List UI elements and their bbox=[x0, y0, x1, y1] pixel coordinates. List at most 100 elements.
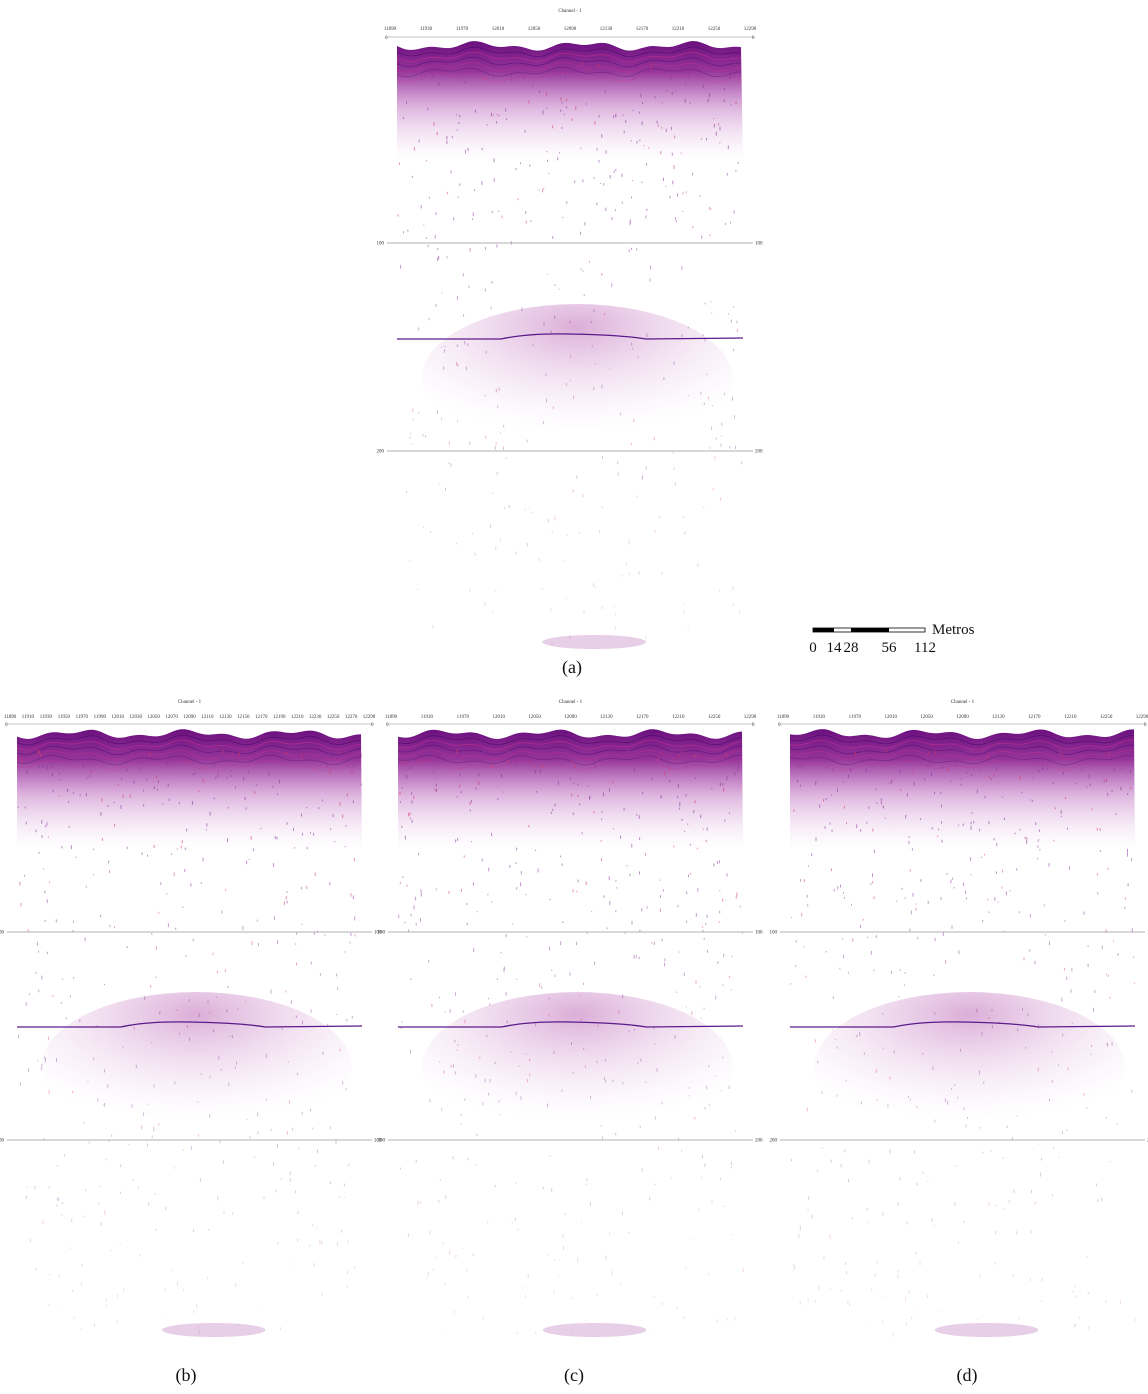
noise-speck bbox=[35, 1267, 37, 1271]
noise-speck bbox=[1041, 1300, 1042, 1303]
noise-speck bbox=[632, 347, 634, 350]
noise-speck bbox=[511, 1222, 513, 1224]
noise-speck bbox=[176, 1281, 178, 1286]
trace-tick-label: 12090 bbox=[564, 715, 577, 720]
noise-speck bbox=[491, 832, 493, 837]
noise-speck bbox=[153, 845, 155, 848]
noise-speck bbox=[689, 843, 691, 846]
noise-speck bbox=[899, 1177, 901, 1181]
noise-speck bbox=[671, 751, 673, 753]
noise-speck bbox=[496, 978, 498, 981]
noise-speck bbox=[546, 151, 548, 153]
noise-speck bbox=[586, 1178, 588, 1182]
noise-speck bbox=[483, 751, 485, 755]
noise-speck bbox=[104, 1069, 105, 1073]
noise-speck bbox=[726, 776, 728, 781]
noise-speck bbox=[462, 1010, 464, 1013]
noise-speck bbox=[1120, 767, 1121, 769]
noise-speck bbox=[702, 929, 704, 932]
noise-speck bbox=[200, 882, 202, 885]
noise-speck bbox=[338, 751, 340, 755]
noise-speck bbox=[164, 1287, 166, 1292]
noise-speck bbox=[856, 1034, 858, 1038]
depth-label: 100 bbox=[770, 931, 778, 936]
noise-speck bbox=[573, 782, 575, 785]
noise-speck bbox=[45, 824, 47, 828]
noise-speck bbox=[1052, 782, 1054, 785]
noise-speck bbox=[615, 113, 617, 118]
trace-tick-label: 12010 bbox=[111, 715, 124, 720]
noise-speck bbox=[422, 434, 424, 437]
noise-speck bbox=[554, 315, 556, 319]
scale-tick-label: 28 bbox=[844, 640, 859, 656]
noise-speck bbox=[547, 519, 549, 523]
noise-speck bbox=[411, 175, 413, 178]
trace-tick-label: 12210 bbox=[672, 27, 685, 32]
noise-speck bbox=[401, 1021, 403, 1023]
noise-speck bbox=[1099, 828, 1101, 831]
reflector-stripe bbox=[396, 51, 742, 63]
noise-speck bbox=[191, 801, 193, 805]
noise-speck bbox=[206, 1276, 208, 1280]
noise-speck bbox=[719, 782, 721, 786]
noise-speck bbox=[600, 1124, 602, 1127]
noise-speck bbox=[19, 881, 21, 886]
noise-speck bbox=[430, 77, 432, 79]
noise-speck bbox=[601, 506, 603, 509]
noise-speck bbox=[908, 1290, 910, 1295]
noise-speck bbox=[475, 787, 477, 790]
noise-speck bbox=[601, 811, 603, 813]
noise-speck bbox=[621, 1211, 623, 1216]
noise-speck bbox=[850, 768, 852, 772]
noise-speck bbox=[657, 124, 659, 127]
noise-speck bbox=[720, 443, 722, 448]
noise-speck bbox=[1120, 1300, 1121, 1305]
noise-speck bbox=[456, 361, 458, 366]
noise-speck bbox=[731, 955, 733, 958]
noise-speck bbox=[1061, 997, 1063, 1002]
noise-speck bbox=[633, 954, 635, 959]
noise-speck bbox=[153, 1126, 155, 1129]
noise-speck bbox=[852, 938, 854, 942]
noise-speck bbox=[706, 827, 708, 831]
noise-speck bbox=[670, 77, 672, 81]
noise-speck bbox=[706, 373, 708, 376]
trace-tick-label: 12190 bbox=[273, 715, 286, 720]
noise-speck bbox=[803, 946, 805, 948]
noise-speck bbox=[1029, 949, 1031, 952]
noise-speck bbox=[724, 819, 726, 822]
noise-speck bbox=[407, 1233, 409, 1238]
noise-speck bbox=[400, 264, 401, 269]
noise-speck bbox=[198, 790, 200, 793]
noise-speck bbox=[150, 985, 152, 988]
noise-speck bbox=[68, 825, 70, 828]
noise-speck bbox=[693, 753, 695, 757]
noise-speck bbox=[143, 789, 145, 792]
noise-speck bbox=[906, 1221, 908, 1225]
noise-speck bbox=[624, 932, 626, 934]
noise-speck bbox=[734, 415, 735, 419]
noise-speck bbox=[569, 634, 571, 639]
noise-speck bbox=[178, 758, 180, 760]
noise-speck bbox=[330, 1181, 332, 1185]
noise-speck bbox=[571, 118, 573, 122]
noise-speck bbox=[146, 778, 148, 781]
noise-speck bbox=[538, 558, 540, 561]
noise-speck bbox=[692, 226, 694, 229]
noise-speck bbox=[702, 334, 704, 337]
noise-speck bbox=[128, 1144, 130, 1146]
noise-speck bbox=[213, 797, 215, 800]
noise-speck bbox=[725, 222, 726, 225]
noise-speck bbox=[448, 891, 450, 895]
noise-speck bbox=[61, 1214, 63, 1216]
noise-speck bbox=[214, 765, 215, 767]
noise-speck bbox=[408, 560, 410, 562]
noise-speck bbox=[873, 896, 875, 900]
noise-speck bbox=[101, 798, 103, 802]
noise-speck bbox=[663, 377, 665, 381]
noise-speck bbox=[603, 1077, 605, 1080]
noise-speck bbox=[654, 96, 656, 99]
noise-speck bbox=[139, 1254, 141, 1257]
noise-speck bbox=[860, 829, 862, 832]
noise-speck bbox=[661, 938, 663, 942]
